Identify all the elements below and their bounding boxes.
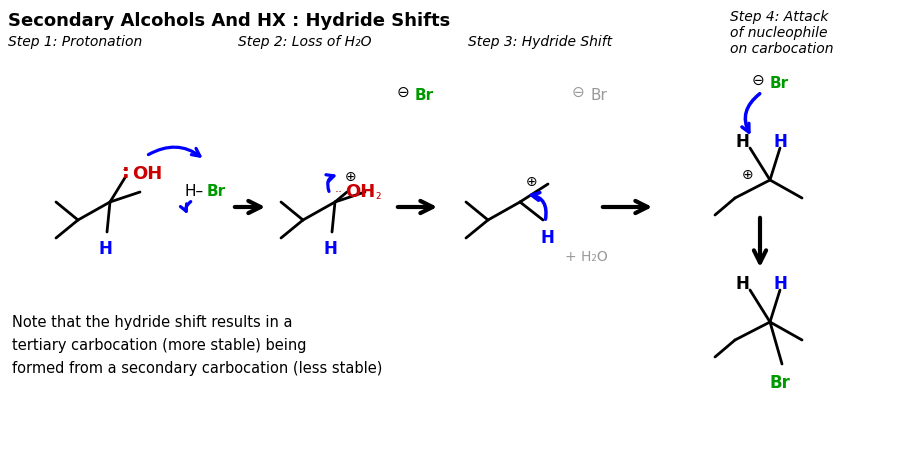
- Text: OH: OH: [132, 165, 163, 183]
- Text: H: H: [736, 275, 749, 293]
- Text: H–: H–: [185, 185, 204, 199]
- Text: Step 1: Protonation: Step 1: Protonation: [8, 35, 142, 49]
- Text: H: H: [323, 240, 337, 258]
- Text: Br: Br: [770, 76, 789, 91]
- Text: H: H: [773, 275, 787, 293]
- Text: Br: Br: [590, 87, 607, 102]
- Text: Br: Br: [415, 87, 434, 102]
- Text: ₂: ₂: [375, 188, 381, 202]
- Text: Br: Br: [207, 185, 226, 199]
- Text: ⊕: ⊕: [346, 170, 357, 184]
- Text: ..: ..: [122, 160, 130, 173]
- Text: Step 4: Attack
of nucleophile
on carbocation: Step 4: Attack of nucleophile on carboca…: [730, 10, 833, 56]
- Text: :: :: [122, 163, 130, 181]
- Text: + H₂O: + H₂O: [565, 250, 608, 264]
- Text: ⊖: ⊖: [572, 85, 584, 100]
- Text: ⊖: ⊖: [396, 85, 409, 100]
- Text: OH: OH: [345, 183, 375, 201]
- Text: ⊕: ⊕: [526, 175, 538, 189]
- Text: Br: Br: [770, 374, 790, 392]
- Text: ⊕: ⊕: [742, 168, 754, 182]
- Text: Note that the hydride shift results in a
tertiary carbocation (more stable) bein: Note that the hydride shift results in a…: [12, 315, 383, 376]
- Text: H: H: [98, 240, 112, 258]
- Text: ⊖: ⊖: [751, 72, 764, 87]
- Text: H: H: [773, 133, 787, 151]
- Text: H: H: [736, 133, 749, 151]
- Text: H: H: [540, 229, 553, 247]
- Text: Secondary Alcohols And HX : Hydride Shifts: Secondary Alcohols And HX : Hydride Shif…: [8, 12, 450, 30]
- Text: Step 3: Hydride Shift: Step 3: Hydride Shift: [468, 35, 612, 49]
- Text: ..: ..: [335, 181, 343, 195]
- Text: Step 2: Loss of H₂O: Step 2: Loss of H₂O: [238, 35, 371, 49]
